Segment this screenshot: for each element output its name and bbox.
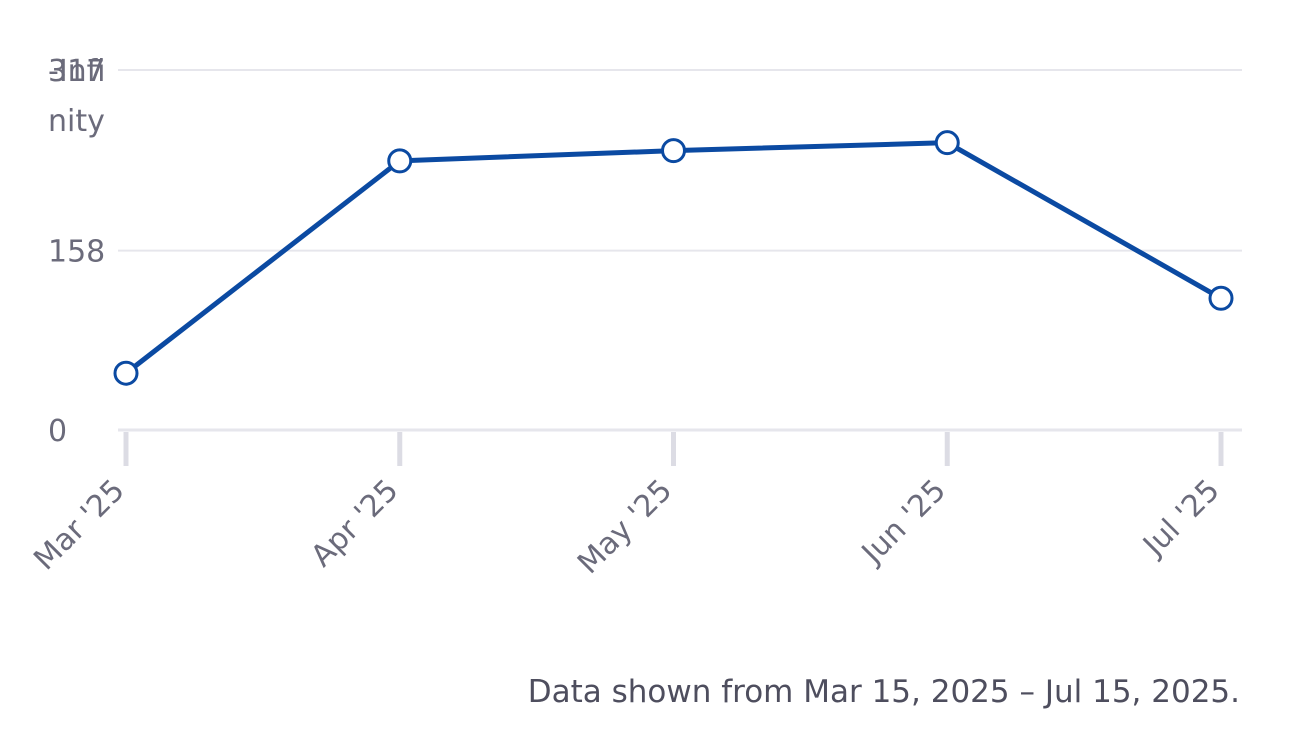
data-point[interactable]: [1208, 285, 1234, 311]
series-line: [123, 140, 1224, 376]
x-tick-label: Jul '25: [1135, 473, 1226, 564]
data-point[interactable]: [113, 360, 139, 386]
data-point[interactable]: [661, 138, 686, 164]
series-layer: [113, 130, 1234, 386]
y-overflow-label: -Infi nity: [48, 54, 106, 139]
data-point[interactable]: [934, 130, 960, 156]
x-axis-ticks: Mar '25 Apr '25 May '25 Jun '25 Jul '25: [27, 432, 1227, 581]
data-range-footnote: Data shown from Mar 15, 2025 – Jul 15, 2…: [527, 674, 1240, 710]
x-tick-label: Jun '25: [854, 473, 953, 572]
grid-layer: [118, 69, 1242, 432]
data-point[interactable]: [387, 148, 413, 174]
line-chart: 0 158 317-Infi nity Mar '25 Apr '25 May '25 Ju…: [27, 54, 1242, 581]
x-tick-label: Mar '25: [27, 473, 131, 577]
y-tick-label: 317: [48, 54, 105, 89]
x-tick-label: May '25: [571, 473, 679, 581]
y-tick-label: 0: [48, 414, 67, 449]
y-axis-ticks: 0 158 317-Infi nity: [48, 54, 106, 449]
x-tick-label: Apr '25: [304, 473, 405, 574]
y-tick-label: 158: [48, 235, 105, 270]
